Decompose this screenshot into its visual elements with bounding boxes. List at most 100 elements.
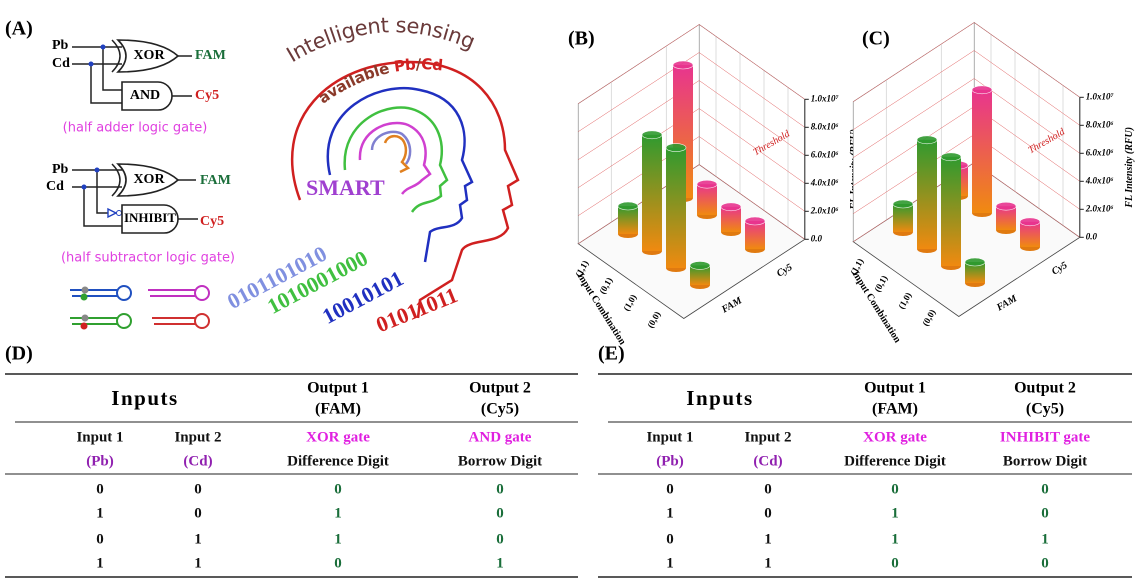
table-cell: 1 [496, 555, 504, 571]
grid-line [853, 22, 1080, 102]
y-tick-label: 6.0x10⁶ [1086, 147, 1114, 157]
table-cell: 0 [496, 481, 504, 497]
table-cell: 0 [1041, 481, 1049, 497]
quencher [81, 286, 89, 294]
gate-caption: (half subtractor logic gate) [61, 251, 235, 266]
table-cell: 0 [334, 555, 342, 571]
panel-label: (B) [568, 28, 595, 50]
y-tick-label: 0.0 [1086, 231, 1098, 241]
table-header: (Cy5) [1026, 401, 1064, 418]
y-tick-label: 4.0x10⁶ [810, 177, 839, 187]
table-cell: 0 [764, 505, 772, 521]
series-label: Cy5 [775, 262, 794, 280]
table-cell: 1 [764, 555, 772, 571]
bar-top [672, 60, 694, 70]
table-subheader: INHIBIT gate [1000, 429, 1090, 445]
junction [100, 44, 106, 50]
input-label: Cd [52, 56, 70, 71]
bar [965, 262, 985, 283]
table-cell: 0 [194, 505, 202, 521]
grid-line [853, 78, 1080, 158]
quencher [81, 314, 89, 322]
table-cell: 1 [194, 531, 202, 547]
table-header: Inputs [111, 386, 178, 410]
table-cell: 0 [496, 505, 504, 521]
table-subheader: Difference Digit [844, 453, 946, 469]
bar-top [1019, 217, 1041, 227]
table-subheader: Borrow Digit [458, 453, 542, 469]
fluorophore [80, 322, 88, 330]
output-label: Cy5 [200, 214, 224, 229]
table-subheader: (Pb) [656, 453, 684, 469]
table-cell: 1 [96, 505, 104, 521]
table-cell: 1 [96, 555, 104, 571]
table-cell: 1 [334, 505, 342, 521]
y-tick-label: 6.0x10⁶ [811, 149, 839, 159]
table-cell: 0 [666, 531, 674, 547]
table-header: Output 1 [307, 380, 369, 397]
bar-top [641, 130, 663, 140]
junction [88, 61, 94, 67]
hairpin [152, 317, 196, 325]
table-subheader: Input 1 [646, 429, 693, 445]
table-cell: 0 [96, 531, 104, 547]
table-cell: 0 [194, 481, 202, 497]
x-tick-label: (0,1) [597, 276, 614, 296]
illustration-title: Intelligent sensing [282, 13, 478, 67]
table-subheader: Input 2 [174, 429, 221, 445]
table-subheader: XOR gate [863, 429, 927, 445]
bar [917, 139, 937, 249]
xor-gate [116, 39, 180, 73]
hairpin-loop [116, 313, 132, 329]
bar [996, 206, 1016, 230]
gate-caption: (half adder logic gate) [63, 121, 208, 136]
bar [972, 89, 992, 213]
y-tick-label: 2.0x10⁶ [810, 205, 839, 215]
panel-label: (D) [5, 343, 33, 365]
x-tick-label: (0,0) [645, 310, 662, 330]
y-tick-label: 8.0x10⁶ [811, 121, 839, 131]
y-tick-label: 0.0 [811, 233, 823, 243]
input-label: Pb [52, 38, 69, 53]
bar-top [892, 199, 914, 209]
inhibit-gate [121, 204, 179, 234]
y-tick-label: 1.0x10⁷ [1086, 91, 1115, 101]
xor-gate [116, 163, 180, 197]
table-subheader: (Pb) [86, 453, 114, 469]
hairpin-icons [70, 285, 210, 330]
table-header: Output 2 [1014, 380, 1076, 397]
hairpin [70, 289, 118, 297]
wires [72, 46, 192, 104]
input-label: Pb [52, 162, 69, 177]
panel-label: (E) [598, 343, 625, 365]
grid-line [853, 50, 1080, 130]
y-axis-title: FL Intensity (RFU) [1124, 127, 1135, 209]
table-cell: 1 [666, 505, 674, 521]
subtitle-part: Pb [393, 55, 417, 75]
table-cell: 1 [1041, 531, 1049, 547]
table-subheader: Difference Digit [287, 453, 389, 469]
x-tick-label: (0,0) [920, 308, 937, 328]
subtitle-part: available [315, 58, 396, 107]
table-subheader: (Cd) [753, 453, 782, 469]
head-outline [370, 130, 412, 165]
illustration-title: Intelligent sensing [282, 13, 478, 67]
head-outline [358, 121, 432, 195]
logic-gate-2: Pb Cd XOR INHIBIT FAM Cy5 (half subtract… [46, 162, 235, 265]
bar-top [940, 152, 962, 162]
bar [893, 204, 913, 232]
bar [745, 221, 765, 249]
y-tick-label: 8.0x10⁶ [1086, 119, 1114, 129]
table-cell: 1 [334, 531, 342, 547]
table-cell: 0 [1041, 505, 1049, 521]
table-subheader: Borrow Digit [1003, 453, 1087, 469]
bar-top [720, 202, 742, 212]
x-tick-label: (1,0) [621, 293, 638, 313]
bar [690, 265, 710, 285]
xor-curve [111, 39, 121, 73]
bar-top [744, 216, 766, 226]
hairpin-loop [194, 313, 210, 329]
output-label: FAM [200, 173, 231, 188]
bar-top [696, 179, 718, 189]
